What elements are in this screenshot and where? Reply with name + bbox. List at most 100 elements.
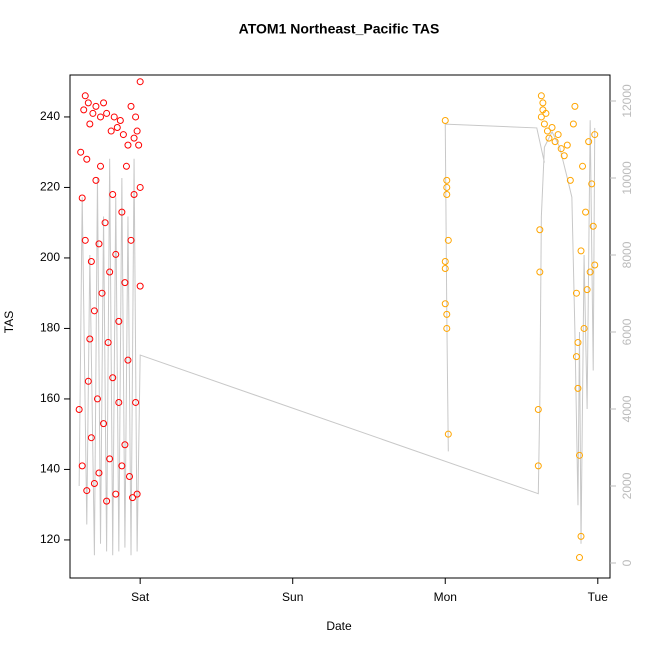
point [122,162,130,170]
point [548,124,556,132]
point [113,124,121,132]
point [133,490,141,498]
point [444,430,452,438]
point [92,176,100,184]
point [84,99,92,107]
point [95,240,103,248]
point [536,268,544,276]
point [585,138,593,146]
point [572,353,580,361]
point [577,532,585,540]
point [95,469,103,477]
point [551,138,559,146]
point [87,257,95,265]
x-tick-label: Mon [434,590,457,604]
y-tick-label: 220 [40,180,60,194]
point [443,310,451,318]
point [129,494,137,502]
plot-box [69,74,611,579]
point [83,487,91,495]
point [103,497,111,505]
point [441,116,449,124]
point [103,109,111,117]
point [540,120,548,128]
point [93,395,101,403]
y2-tick-label: 4000 [620,395,634,422]
point [127,236,135,244]
point [586,268,594,276]
point [534,462,542,470]
point [545,134,553,142]
x-axis-label: Date [326,619,352,633]
point [554,131,562,139]
point [97,113,105,121]
y-tick-label: 180 [40,321,60,335]
point [97,162,105,170]
point [78,194,86,202]
point [563,141,571,149]
point [100,420,108,428]
y2-tick-label: 2000 [620,472,634,499]
point [136,282,144,290]
point [539,99,547,107]
y-axis-label: TAS [2,311,16,333]
point [112,490,120,498]
point [443,190,451,198]
point [443,324,451,332]
point [90,307,98,315]
y2-tick-label: 10000 [620,161,634,195]
point [92,102,100,110]
point [569,120,577,128]
point [101,219,109,227]
y2-tick-label: 8000 [620,241,634,268]
point [118,208,126,216]
point [589,222,597,230]
point [572,289,580,297]
x-tick-label: Sat [131,590,150,604]
point [133,127,141,135]
point [443,176,451,184]
point [579,162,587,170]
y-tick-label: 120 [40,532,60,546]
point [557,145,565,153]
point [575,554,583,562]
point [83,155,91,163]
point [100,99,108,107]
point [109,190,117,198]
y-tick-label: 140 [40,462,60,476]
point [542,109,550,117]
point [536,226,544,234]
point [81,236,89,244]
point [106,268,114,276]
point [575,451,583,459]
point [115,317,123,325]
point [124,141,132,149]
point [591,261,599,269]
point [580,324,588,332]
point [121,279,129,287]
point [112,250,120,258]
point [86,120,94,128]
point [80,106,88,114]
point [130,190,138,198]
x-tick-label: Tue [588,590,609,604]
point [566,176,574,184]
point [560,152,568,160]
point [110,113,118,121]
point [571,102,579,110]
point [443,183,451,191]
point [135,141,143,149]
point [132,398,140,406]
point [116,116,124,124]
point [118,462,126,470]
point [132,113,140,121]
point [107,127,115,135]
point [441,265,449,273]
point [444,236,452,244]
point [90,480,98,488]
point [78,462,86,470]
point [574,384,582,392]
point [121,441,129,449]
